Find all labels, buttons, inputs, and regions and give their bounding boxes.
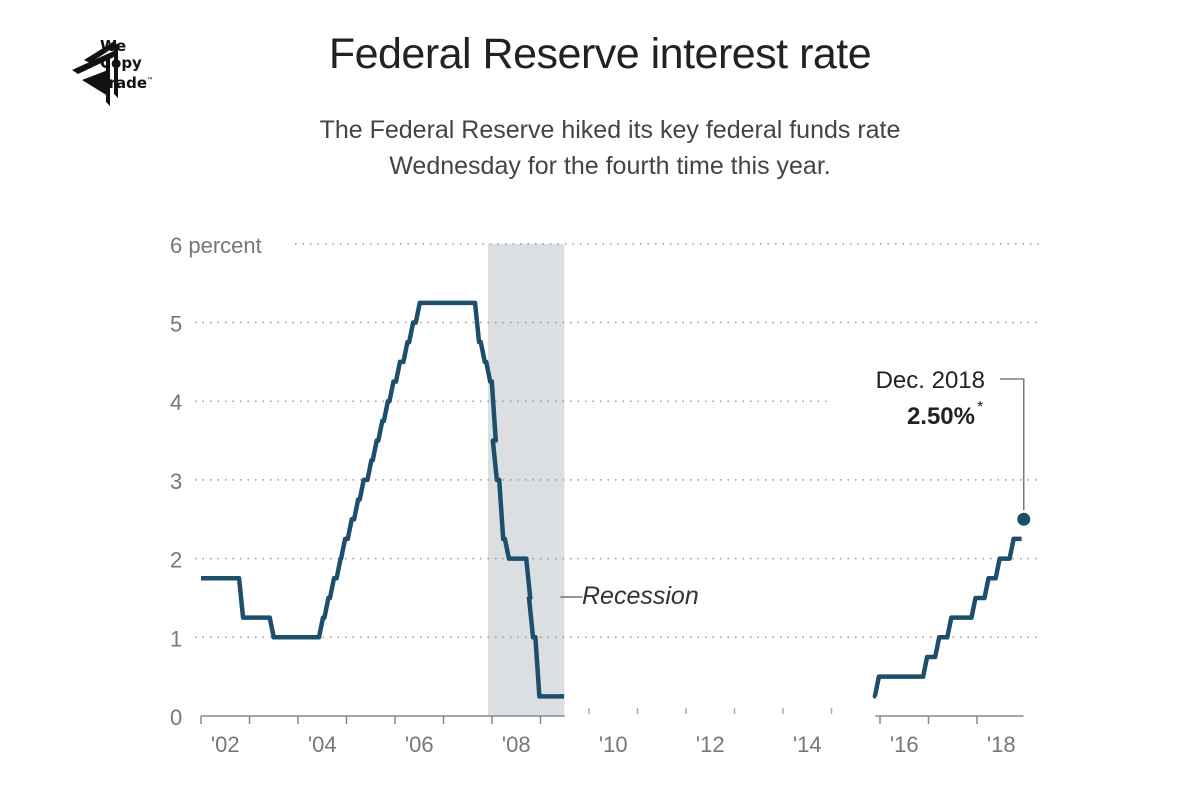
rate-line (872, 536, 1022, 699)
x-tick-label: '18 (987, 732, 1016, 757)
x-tick-label: '08 (502, 732, 531, 757)
x-tick-label: '04 (308, 732, 337, 757)
recession-label: Recession (582, 582, 699, 610)
x-tick-label: '14 (793, 732, 822, 757)
logo-line: Trade (100, 74, 148, 92)
highlight-value: 2.50% (907, 403, 975, 430)
chart-title: Federal Reserve interest rate (328, 30, 872, 78)
x-tick-label: '06 (405, 732, 434, 757)
y-tick-label: 3 (170, 469, 182, 494)
rate-line (201, 300, 565, 699)
logo-text: We Copy Trade™ (100, 38, 153, 92)
x-tick-label: '12 (696, 732, 725, 757)
highlight-leader (1000, 378, 1025, 511)
y-tick-label: 1 (170, 626, 182, 651)
y-tick-label: 4 (170, 390, 182, 415)
highlight-point (1017, 512, 1031, 526)
x-tick-label: '10 (599, 732, 628, 757)
x-tick-label: '02 (211, 732, 240, 757)
wecopytrade-logo-icon (72, 40, 118, 106)
trademark: ™ (147, 77, 154, 84)
chart-subtitle: The Federal Reserve hiked its key federa… (0, 112, 1200, 184)
highlight-footnote-mark: * (977, 399, 983, 416)
y-tick-label: 2 (170, 548, 182, 573)
y-tick-label: 6 percent (170, 233, 262, 258)
y-tick-label: 0 (170, 705, 182, 730)
logo-line: We (100, 37, 127, 55)
y-tick-label: 5 (170, 312, 182, 337)
subtitle-line: Wednesday for the fourth time this year. (389, 152, 831, 180)
highlight-date-label: Dec. 2018 (876, 367, 985, 394)
subtitle-line: The Federal Reserve hiked its key federa… (319, 116, 901, 144)
highlight-value-label: 2.50% (907, 403, 975, 430)
x-tick-label: '16 (890, 732, 919, 757)
logo-line: Copy (100, 54, 142, 72)
